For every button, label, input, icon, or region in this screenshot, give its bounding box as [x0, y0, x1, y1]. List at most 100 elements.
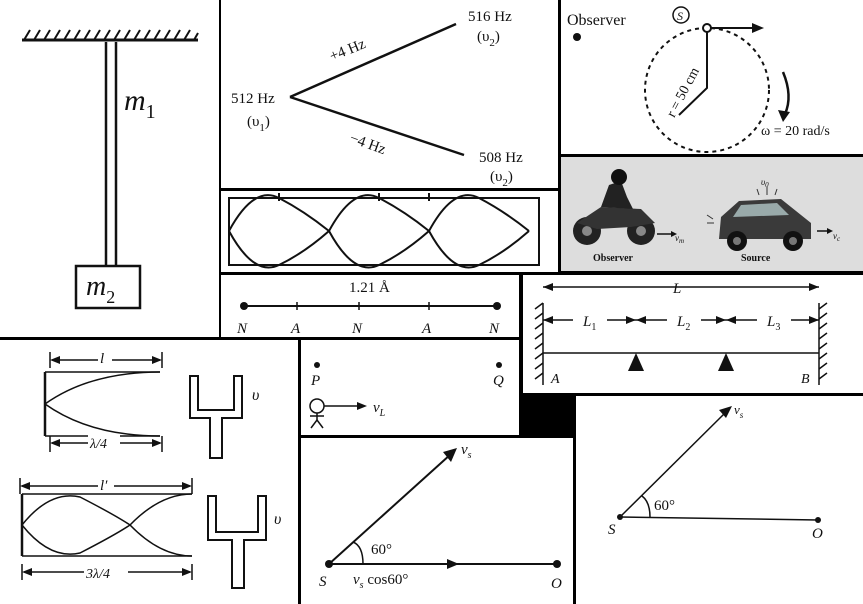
observer-label: Observer	[567, 12, 626, 29]
vc-label: v	[833, 231, 837, 241]
vc-sub: c	[837, 235, 841, 243]
source-angle-panel-1: vs 60° S O vs cos60°	[301, 438, 573, 604]
total-length-label: L	[672, 281, 681, 297]
end-b-label: B	[801, 372, 810, 387]
motorbike-image	[573, 169, 655, 245]
v2-lower-label: (υ	[490, 169, 502, 185]
mass-block	[74, 264, 142, 310]
svg-text:(υ2): (υ2)	[490, 169, 513, 188]
source-point	[702, 23, 712, 33]
listener-diagram: P Q vL	[309, 362, 504, 429]
o-label-1: O	[551, 576, 562, 592]
vm-label: v	[675, 233, 679, 243]
node-label-1: N	[236, 321, 248, 337]
rotation-diagram: Observer S r = 50 cm ω = 20 rad/s	[567, 6, 830, 153]
listener-figure	[309, 398, 325, 429]
tuning-fork-bottom	[207, 495, 267, 589]
v2-lower-sub: 2	[502, 177, 508, 188]
bridge-2	[718, 353, 734, 371]
bridge-1	[628, 353, 644, 371]
v0-sub: 0	[765, 181, 769, 189]
beats-diagram: 512 Hz (υ1) 516 Hz (υ2) 508 Hz (υ2) +4 H…	[231, 9, 523, 188]
v0-label: υ	[761, 177, 765, 187]
vs-sub-1: s	[468, 450, 472, 461]
v2-upper-label: (υ	[477, 29, 489, 45]
fork-label-bottom: υ	[274, 511, 281, 528]
l2-label: L	[676, 314, 685, 330]
wall-hatch-left	[534, 302, 544, 380]
svg-text:m1: m1	[124, 84, 156, 123]
observer-dot	[573, 33, 581, 41]
angle-label-2: 60°	[654, 498, 675, 514]
standing-wave-panel	[221, 191, 558, 272]
standing-wave-diagram	[228, 193, 540, 269]
o-label-2: O	[812, 526, 823, 542]
m2-sub: 2	[106, 287, 115, 307]
svg-text:vL: vL	[373, 400, 386, 419]
v1-label: (υ	[247, 114, 259, 130]
vs-sub-2: s	[740, 410, 744, 420]
l1-label: L	[582, 314, 591, 330]
bottom-wavelength-label: 3λ/4	[85, 567, 110, 582]
component-v-sub: s	[360, 580, 364, 591]
l3-sub: 3	[775, 322, 780, 333]
top-wavelength-label: λ/4	[89, 437, 107, 452]
node-label-3: N	[488, 321, 500, 337]
antinode-label-2: A	[421, 321, 432, 337]
string-length-diagram: L L1 L2 L3 A B	[534, 281, 828, 387]
v2-upper-sub: 2	[489, 37, 495, 49]
l3-label: L	[766, 314, 775, 330]
svg-text:L1: L1	[582, 314, 596, 333]
tubes-diagram: l λ/4 υ l′ 3λ/4 υ	[19, 350, 281, 589]
v2-lower-close: )	[508, 169, 513, 185]
top-length-label: l	[100, 351, 104, 367]
m1-label: m	[124, 84, 146, 117]
source-symbol: S	[677, 9, 683, 23]
source-angle-diagram-2: vs 60° S O	[608, 402, 823, 542]
wall-hatch-right	[818, 302, 828, 380]
ceiling-hatch	[23, 29, 199, 41]
motorbike-observer-label: Observer	[593, 253, 634, 264]
motorbike-source-label: Source	[741, 253, 771, 264]
v1-close: )	[265, 114, 270, 130]
listener-panel: P Q vL	[301, 340, 519, 435]
vl-sub: L	[379, 408, 386, 419]
tubes-panel: l λ/4 υ l′ 3λ/4 υ	[0, 340, 298, 604]
source-angle-panel-2: vs 60° S O	[576, 396, 863, 604]
omega-label: ω = 20 rad/s	[761, 124, 830, 139]
bottom-length-label: l′	[100, 478, 108, 494]
l2-sub: 2	[685, 322, 690, 333]
beats-panel: 512 Hz (υ1) 516 Hz (υ2) 508 Hz (υ2) +4 H…	[221, 0, 558, 188]
node-label-2: N	[351, 321, 363, 337]
point-p-label: P	[310, 373, 320, 389]
l1-sub: 1	[591, 322, 596, 333]
v1-sub: 1	[259, 122, 265, 134]
svg-text:(υ2): (υ2)	[477, 29, 500, 49]
distance-label: 1.21 Å	[349, 280, 390, 296]
lower-freq: 508 Hz	[479, 150, 523, 166]
pendulum-panel: m1 m2	[0, 0, 219, 337]
center-freq: 512 Hz	[231, 91, 275, 107]
svg-text:(υ1): (υ1)	[247, 114, 270, 134]
component-rest: cos60°	[364, 572, 409, 588]
vl-label: v	[373, 400, 380, 416]
svg-text:vc: vc	[833, 231, 841, 243]
svg-text:vs: vs	[461, 442, 472, 461]
minus-beat: −4 Hz	[347, 130, 388, 158]
m2-label: m	[86, 271, 106, 302]
vs-label-1: v	[461, 442, 468, 458]
motorbike-diagram: vm υ0 vc Observer Source	[561, 157, 863, 271]
pendulum-diagram: m1 m2	[22, 29, 199, 310]
svg-text:vm: vm	[675, 233, 684, 245]
vs-label-2: v	[734, 402, 740, 417]
car-image	[719, 199, 811, 251]
point-q-label: Q	[493, 373, 504, 389]
svg-text:vs cos60°: vs cos60°	[353, 572, 408, 591]
fork-label-top: υ	[252, 387, 259, 404]
rotation-panel: Observer S r = 50 cm ω = 20 rad/s	[561, 0, 863, 154]
angle-label-1: 60°	[371, 542, 392, 558]
svg-text:vs: vs	[734, 402, 744, 420]
end-a-label: A	[550, 372, 560, 387]
upper-freq: 516 Hz	[468, 9, 512, 25]
antinode-label-1: A	[290, 321, 301, 337]
